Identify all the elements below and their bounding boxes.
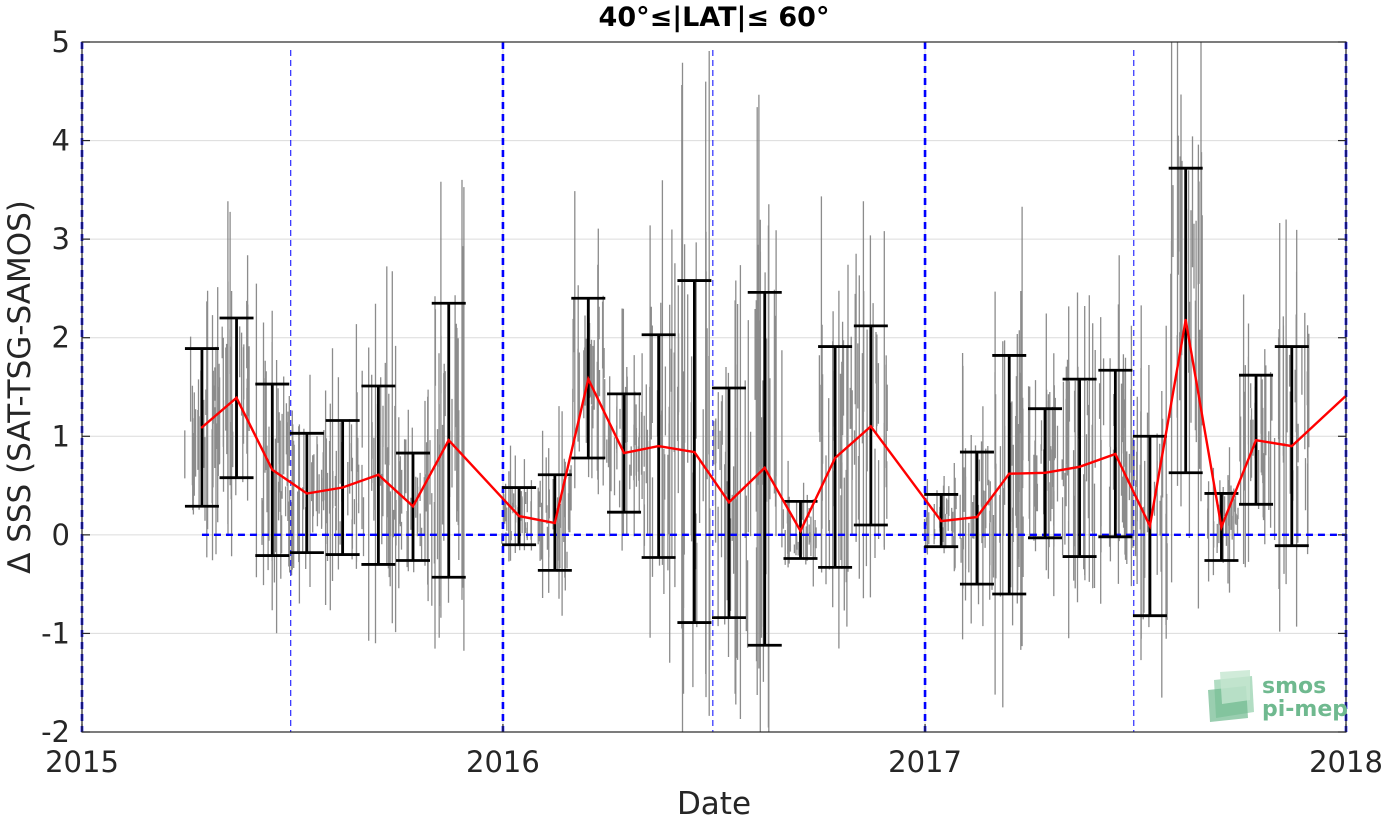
- mean-point: [1114, 452, 1117, 456]
- smos-pi-mep-logo: smos pi-mep: [1208, 670, 1348, 722]
- y-axis-title: Δ SSS (SAT-TSG-SAMOS): [2, 200, 38, 574]
- y-tick-label: 3: [52, 222, 70, 256]
- mean-point: [1290, 444, 1293, 448]
- y-tick-label: 4: [52, 124, 70, 158]
- mean-point: [693, 450, 696, 454]
- mean-point: [939, 519, 943, 523]
- x-tick-label: 2018: [1309, 745, 1383, 779]
- mean-point: [657, 444, 660, 448]
- x-tick-label: 2015: [45, 745, 119, 779]
- mean-point: [1008, 472, 1011, 475]
- y-tick-label: 5: [52, 25, 70, 59]
- mean-point: [517, 514, 521, 518]
- mean-point: [1078, 465, 1081, 469]
- x-tick-label: 2016: [466, 745, 540, 779]
- y-tick-label: 0: [52, 518, 70, 552]
- logo-text-line1: smos: [1262, 674, 1326, 699]
- mean-point: [799, 529, 802, 533]
- y-tick-label: 2: [52, 321, 70, 355]
- logo-text-line2: pi-mep: [1262, 697, 1348, 722]
- mean-point: [587, 377, 590, 381]
- mean-point: [411, 505, 415, 508]
- logo-emblem-icon: [1208, 670, 1254, 722]
- mean-line-group: [200, 318, 1347, 534]
- mean-point: [235, 396, 238, 400]
- mean-point: [1148, 524, 1152, 528]
- mean-point: [833, 456, 837, 460]
- mean-point: [622, 451, 626, 455]
- plot-frame: [81, 41, 1347, 733]
- mean-point: [341, 486, 344, 489]
- mean-point: [1184, 318, 1187, 322]
- mean-point: [763, 466, 766, 470]
- x-tick-label: 2017: [888, 745, 962, 779]
- mean-point: [200, 426, 204, 429]
- mean-point: [869, 425, 873, 428]
- mean-point: [553, 521, 557, 525]
- mean-point: [1220, 525, 1223, 529]
- x-axis-title: Date: [677, 786, 751, 818]
- mean-point: [1254, 439, 1258, 442]
- y-tick-label: -1: [41, 616, 70, 650]
- mean-point: [727, 501, 731, 504]
- y-tick-label: -2: [41, 715, 70, 749]
- mean-point: [271, 468, 274, 471]
- ticks: -2 -1 0 1 2 3 4 5 2015 2016 2017 2018: [41, 25, 1383, 779]
- mean-point: [975, 515, 979, 519]
- mean-point: [447, 439, 450, 442]
- chart-title: 40°≤|LAT|≤ 60°: [599, 2, 830, 33]
- mean-point: [377, 473, 380, 476]
- mean-point: [305, 492, 309, 495]
- y-tick-label: 1: [52, 419, 70, 453]
- mean-point: [1043, 471, 1047, 474]
